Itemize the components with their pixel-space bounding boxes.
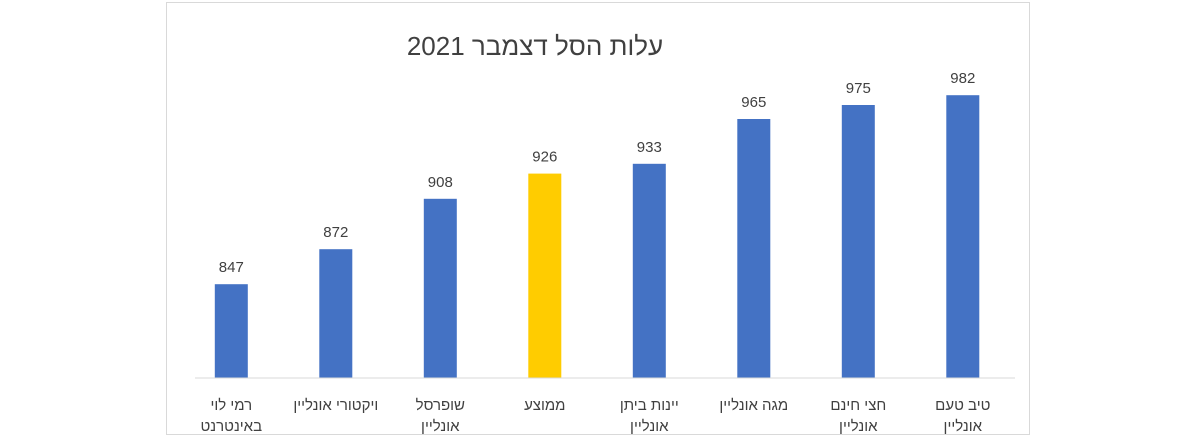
bar bbox=[319, 249, 353, 378]
x-tick-label: אונליין bbox=[421, 418, 460, 435]
x-tick-label: ממוצע bbox=[524, 397, 565, 414]
x-tick-label: יינות ביתן bbox=[620, 397, 679, 414]
x-tick-label: באינטרנט bbox=[201, 418, 263, 435]
x-tick-label: רמי לוי bbox=[210, 397, 252, 414]
bar bbox=[946, 95, 980, 378]
x-tick-label: חצי חינם bbox=[830, 397, 886, 414]
bar bbox=[423, 198, 457, 378]
bar bbox=[214, 284, 248, 378]
data-label: 982 bbox=[950, 70, 975, 87]
data-label: 975 bbox=[846, 80, 871, 97]
data-label: 872 bbox=[323, 224, 348, 241]
x-tick-label: אונליין bbox=[630, 418, 669, 435]
x-tick-label: אונליין bbox=[944, 418, 983, 435]
bar-chart: עלות הסל דצמבר 2021 982 טיב טעם אונליין 975… bbox=[195, 31, 1015, 435]
x-tick-label: ויקטורי אונליין bbox=[293, 397, 378, 414]
bar bbox=[841, 105, 875, 378]
labels-layer: 982 טיב טעם אונליין 975 חצי חינם אונליין 965 מג… bbox=[201, 70, 991, 435]
bar bbox=[737, 119, 771, 378]
data-label: 908 bbox=[428, 174, 453, 191]
chart-title: עלות הסל דצמבר 2021 bbox=[407, 31, 663, 61]
x-tick-label: טיב טעם bbox=[935, 397, 990, 414]
chart-frame: עלות הסל דצמבר 2021 982 טיב טעם אונליין 975… bbox=[166, 2, 1030, 435]
x-tick-label: מגה אונליין bbox=[719, 397, 788, 414]
data-label: 933 bbox=[637, 139, 662, 156]
bar bbox=[528, 173, 562, 378]
bar bbox=[632, 163, 666, 378]
x-tick-label: שופרסל bbox=[416, 397, 465, 414]
data-label: 965 bbox=[741, 94, 766, 111]
data-label: 926 bbox=[532, 149, 557, 166]
bars-layer bbox=[214, 95, 980, 378]
x-tick-label: אונליין bbox=[839, 418, 878, 435]
data-label: 847 bbox=[219, 259, 244, 276]
